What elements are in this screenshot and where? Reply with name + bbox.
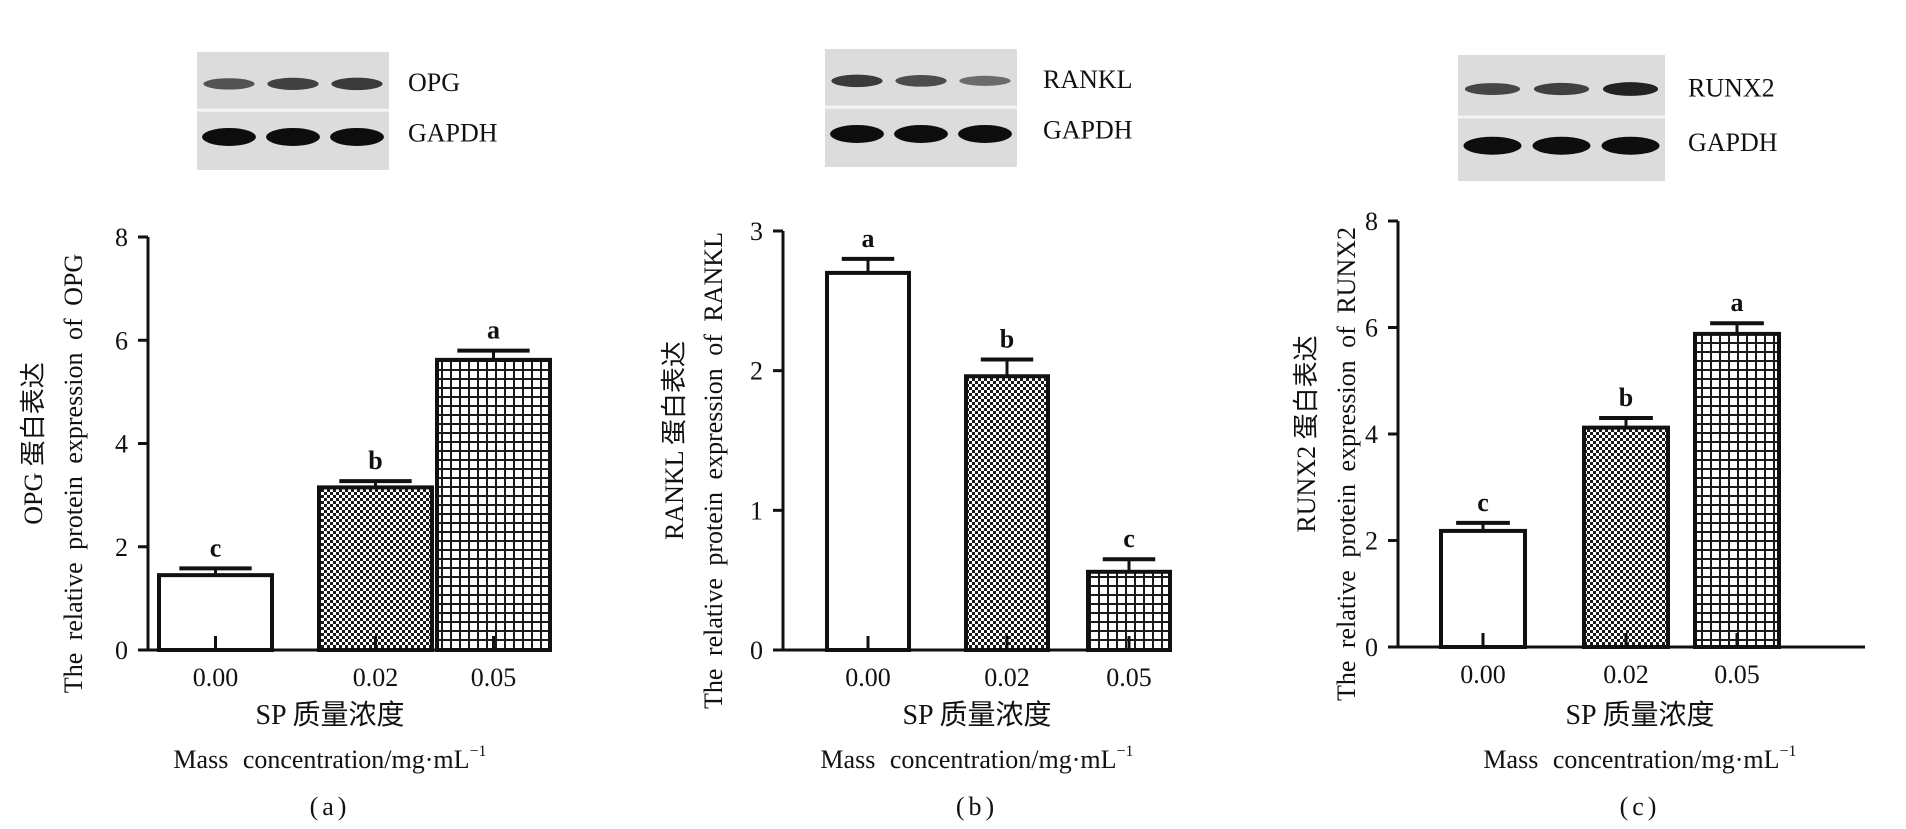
x-tick-label: 0.05 <box>1106 663 1152 692</box>
y-axis-title-english: The relative protein expression of RANKL <box>699 232 728 709</box>
x-axis-title-exponent: −1 <box>470 743 487 760</box>
x-tick-label: 0.00 <box>193 663 239 692</box>
y-tick-label: 4 <box>1365 420 1378 449</box>
target-band <box>895 75 947 87</box>
chart-panel: OPG GAPDH 0 2 4 6 8 c 0.00 b 0.02 a 0.05 OPG 蛋白表达 The … <box>19 52 552 821</box>
blot-target-label: OPG <box>408 68 460 97</box>
target-band <box>203 78 255 90</box>
panel-label: (c) <box>1620 792 1661 821</box>
blot-strip-gap <box>825 105 1017 109</box>
x-tick-label: 0.02 <box>353 663 399 692</box>
blot-strip-gap <box>197 108 389 112</box>
panel-label: (a) <box>310 792 351 821</box>
control-band <box>1463 136 1522 155</box>
significance-letter: a <box>1731 288 1744 317</box>
bar <box>964 374 1050 652</box>
significance-letter: b <box>1000 324 1014 353</box>
x-axis-title: SP 质量浓度 <box>1565 699 1714 731</box>
control-band <box>202 127 256 146</box>
blot-target-label: RANKL <box>1043 65 1133 94</box>
x-axis-title-english-main: Mass concentration/mg·mL <box>1483 745 1779 774</box>
significance-letter: b <box>368 446 382 475</box>
significance-letter: c <box>1123 524 1135 553</box>
target-band <box>267 77 319 90</box>
blot-control-label: GAPDH <box>1043 116 1133 145</box>
x-tick-label: 0.00 <box>845 663 891 692</box>
target-band <box>831 74 883 88</box>
target-band <box>959 75 1011 86</box>
significance-letter: c <box>210 533 222 562</box>
chart-panel: RANKL GAPDH 0 1 2 3 a 0.00 b 0.02 c 0.05 RANKL 蛋白表达 T… <box>660 49 1172 821</box>
y-tick-label: 0 <box>115 636 128 665</box>
y-tick-label: 3 <box>750 217 763 246</box>
significance-letter: b <box>1619 383 1633 412</box>
control-band <box>894 124 948 143</box>
blot-strip-gap <box>1458 115 1665 119</box>
x-axis-title-english-main: Mass concentration/mg·mL <box>173 745 469 774</box>
y-tick-label: 8 <box>115 223 128 252</box>
y-tick-label: 0 <box>750 636 763 665</box>
x-axis-title-english: Mass concentration/mg·mL−1 <box>1483 743 1796 774</box>
target-band <box>1533 82 1590 96</box>
x-tick-label: 0.05 <box>471 663 517 692</box>
y-tick-label: 2 <box>750 357 763 386</box>
x-tick-label: 0.05 <box>1714 660 1760 689</box>
control-band <box>330 127 384 146</box>
y-axis-title-english: The relative protein expression of RUNX2 <box>1332 227 1361 701</box>
panels-root: OPG GAPDH 0 2 4 6 8 c 0.00 b 0.02 a 0.05 OPG 蛋白表达 The … <box>19 49 1865 821</box>
y-tick-label: 0 <box>1365 633 1378 662</box>
x-axis-title-exponent: −1 <box>1780 743 1797 760</box>
bar <box>1693 331 1781 649</box>
y-tick-label: 2 <box>1365 527 1378 556</box>
control-band <box>1601 136 1660 155</box>
x-axis-title-english: Mass concentration/mg·mL−1 <box>820 743 1133 774</box>
x-axis-title-english: Mass concentration/mg·mL−1 <box>173 743 486 774</box>
target-band <box>1464 83 1521 95</box>
target-band <box>331 77 383 91</box>
panel-label: (b) <box>956 792 998 821</box>
significance-letter: a <box>862 224 875 253</box>
y-tick-label: 4 <box>115 430 128 459</box>
bar <box>317 485 434 652</box>
x-axis-title-exponent: −1 <box>1117 743 1134 760</box>
y-axis-title: RUNX2 蛋白表达 <box>1292 335 1321 532</box>
chart-panel: RUNX2 GAPDH 0 2 4 6 8 c 0.00 b 0.02 a 0.05 RUNX2 蛋白表达… <box>1292 55 1865 821</box>
significance-letter: a <box>487 316 500 345</box>
control-band <box>830 124 884 143</box>
blot-control-label: GAPDH <box>1688 128 1778 157</box>
bar <box>435 357 552 652</box>
blot-target-label: RUNX2 <box>1688 74 1775 103</box>
y-tick-label: 6 <box>1365 314 1378 343</box>
y-axis-title: OPG 蛋白表达 <box>19 362 48 525</box>
control-band <box>266 127 320 146</box>
x-tick-label: 0.00 <box>1460 660 1506 689</box>
control-band <box>1532 136 1591 155</box>
y-tick-label: 2 <box>115 533 128 562</box>
y-tick-label: 8 <box>1365 207 1378 236</box>
control-band <box>958 124 1012 143</box>
western-blot <box>197 52 389 170</box>
target-band <box>1602 82 1659 96</box>
x-tick-label: 0.02 <box>984 663 1030 692</box>
x-axis-title: SP 质量浓度 <box>902 699 1051 731</box>
x-axis-title-english-main: Mass concentration/mg·mL <box>820 745 1116 774</box>
y-axis-title: RANKL 蛋白表达 <box>660 341 689 540</box>
x-tick-label: 0.02 <box>1603 660 1649 689</box>
bar <box>825 270 911 652</box>
significance-letter: c <box>1477 488 1489 517</box>
bar <box>1582 425 1670 649</box>
y-tick-label: 6 <box>115 326 128 355</box>
y-tick-label: 1 <box>750 496 763 525</box>
x-axis-title: SP 质量浓度 <box>255 699 404 731</box>
bar <box>1439 528 1527 649</box>
western-blot <box>1458 55 1665 181</box>
y-axis-title-english: The relative protein expression of OPG <box>59 254 88 693</box>
blot-control-label: GAPDH <box>408 119 498 148</box>
western-blot <box>825 49 1017 167</box>
